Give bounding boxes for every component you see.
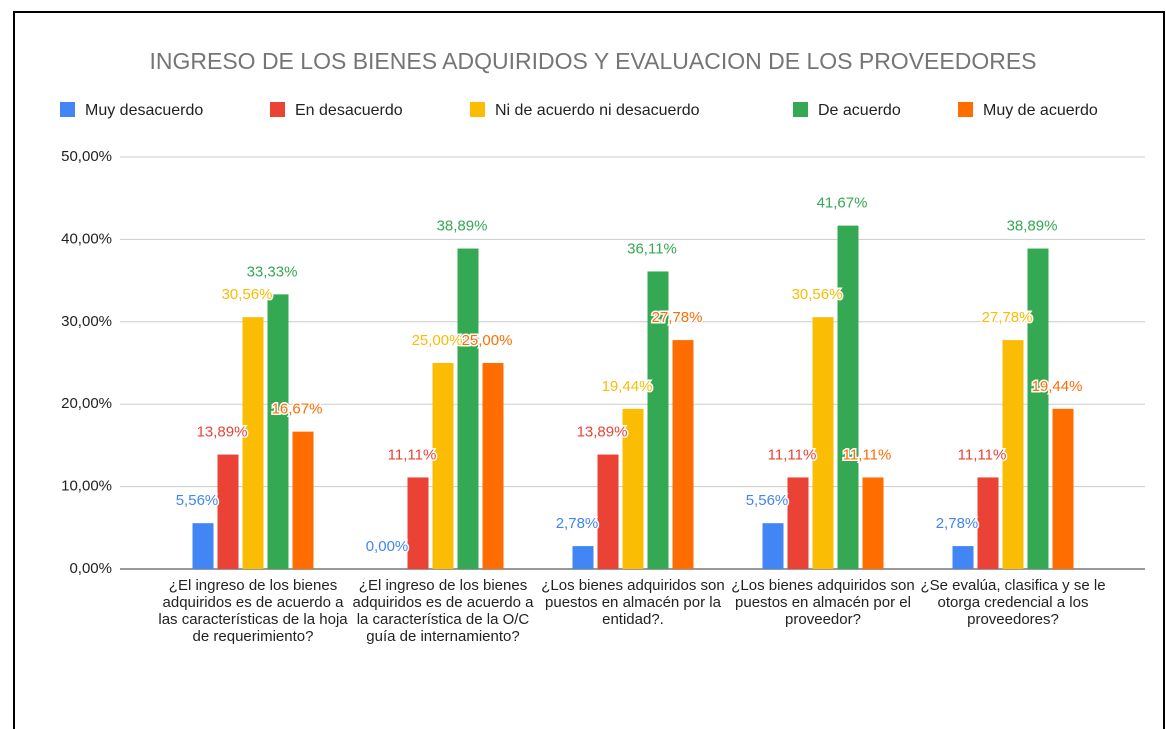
bar [572,546,594,569]
data-label: 25,00% [412,332,463,349]
data-label: 36,11% [627,240,677,257]
data-label: 27,78% [982,309,1033,326]
data-label: 30,56% [222,286,273,303]
legend-swatch [60,102,75,117]
legend-label: Ni de acuerdo ni desacuerdo [495,102,700,119]
x-tick-label-box: ¿Se evalúa, clasifica y se le otorga cre… [920,577,1106,628]
legend-label: Muy desacuerdo [85,102,203,119]
bar [432,363,454,569]
frame [13,11,1165,729]
legend-swatch [270,102,285,117]
bar [672,340,694,569]
legend-swatch [793,102,808,117]
data-label: 13,89% [197,424,248,441]
legend-label: Muy de acuerdo [983,102,1098,119]
legend-label: De acuerdo [818,102,901,119]
data-label: 19,44% [602,378,653,395]
legend-swatch [958,102,973,117]
x-tick-label: ¿Los bienes adquiridos son puestos en al… [541,577,725,628]
y-tick-label: 0,00% [69,560,112,577]
data-label: 16,67% [272,401,323,418]
data-label: 11,11% [768,446,817,463]
bar [242,317,264,569]
chart-title: INGRESO DE LOS BIENES ADQUIRIDOS Y EVALU… [149,48,1036,74]
data-label: 11,11% [388,446,437,463]
bar [812,317,834,569]
bar [977,477,999,569]
y-tick-label: 40,00% [61,230,112,247]
bar [292,431,314,569]
bar [192,523,214,569]
data-label: 19,44% [1032,378,1083,395]
y-tick-label: 30,00% [61,313,112,330]
x-tick-label-box: ¿El ingreso de los bienes adquiridos es … [158,577,348,645]
bar [1052,408,1074,569]
data-label: 11,11% [843,446,892,463]
data-label: 2,78% [556,515,599,532]
bar [407,477,429,569]
data-label: 38,89% [437,218,488,235]
bar [1002,340,1024,569]
bar [457,248,479,570]
data-label: 38,89% [1007,218,1058,235]
data-label: 5,56% [176,492,219,509]
bar [267,294,289,569]
bar [622,408,644,569]
data-label: 11,11% [958,446,1007,463]
x-tick-label: ¿Se evalúa, clasifica y se le otorga cre… [920,577,1106,628]
legend-label: En desacuerdo [295,102,403,119]
data-label: 25,00% [462,332,513,349]
bar [762,523,784,569]
x-tick-label-box: ¿Los bienes adquiridos son puestos en al… [731,577,915,628]
bar [952,546,974,569]
bar [217,454,239,569]
data-label: 41,67% [817,195,868,212]
x-tick-label-box: ¿Los bienes adquiridos son puestos en al… [541,577,725,628]
x-tick-label: ¿El ingreso de los bienes adquiridos es … [158,577,348,645]
bar [862,477,884,569]
data-label: 0,00% [366,538,409,555]
legend-swatch [470,102,485,117]
bar [837,225,859,569]
x-tick-label: ¿Los bienes adquiridos son puestos en al… [731,577,915,628]
data-label: 5,56% [746,492,789,509]
bar [647,271,669,569]
x-tick-label-box: ¿El ingreso de los bienes adquiridos es … [352,577,534,645]
data-label: 33,33% [247,263,298,280]
y-tick-label: 20,00% [61,395,112,412]
y-tick-label: 10,00% [61,478,112,495]
bar [1027,248,1049,570]
bar [787,477,809,569]
data-label: 27,78% [652,309,703,326]
data-label: 30,56% [792,286,843,303]
bar [597,454,619,569]
data-label: 2,78% [936,515,979,532]
data-label: 13,89% [577,424,628,441]
x-tick-label: ¿El ingreso de los bienes adquiridos es … [352,577,534,645]
bar [482,363,504,569]
y-tick-label: 50,00% [61,148,112,165]
